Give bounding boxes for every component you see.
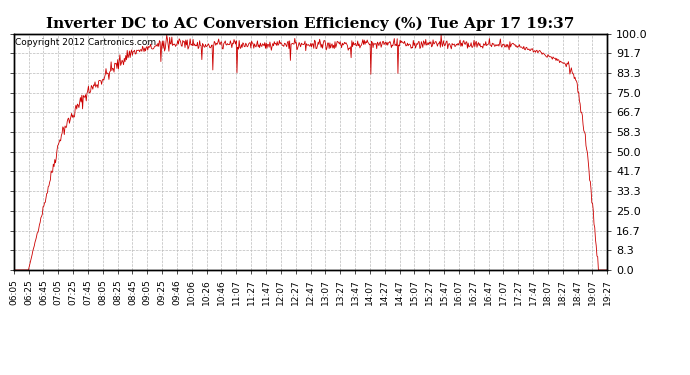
Text: Copyright 2012 Cartronics.com: Copyright 2012 Cartronics.com bbox=[15, 39, 156, 48]
Title: Inverter DC to AC Conversion Efficiency (%) Tue Apr 17 19:37: Inverter DC to AC Conversion Efficiency … bbox=[46, 17, 575, 31]
